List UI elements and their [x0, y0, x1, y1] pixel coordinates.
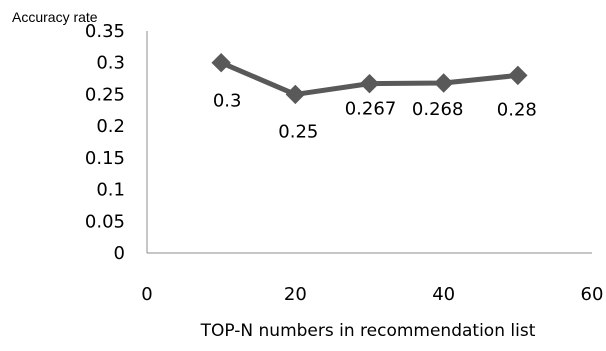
- series-accuracy: [211, 53, 528, 105]
- y-tick-label: 0.2: [96, 116, 125, 137]
- data-label: 0.28: [497, 99, 537, 120]
- data-point-marker: [211, 53, 231, 73]
- x-tick-label: 0: [141, 284, 152, 305]
- data-label: 0.268: [412, 99, 464, 120]
- data-point-marker: [359, 73, 380, 94]
- y-tick-labels: 0 0.05 0.1 0.15 0.2 0.25 0.3 0.35: [85, 21, 125, 264]
- y-tick-label: 0.35: [85, 21, 125, 42]
- y-tick-label: 0.3: [96, 53, 125, 74]
- y-tick-label: 0.15: [85, 148, 125, 169]
- y-tick-label: 0.05: [85, 211, 125, 232]
- data-point-marker: [285, 84, 306, 105]
- data-point-marker: [433, 73, 454, 93]
- data-labels: 0.3 0.25 0.267 0.268 0.28: [213, 91, 537, 143]
- x-tick-label: 40: [432, 284, 455, 305]
- y-tick-label: 0: [114, 243, 125, 264]
- y-axis-title: Accuracy rate: [12, 9, 98, 25]
- x-tick-label: 20: [284, 284, 307, 305]
- data-point-marker: [508, 65, 528, 86]
- x-axis-title: TOP-N numbers in recommendation list: [200, 321, 536, 341]
- data-label: 0.3: [213, 91, 242, 112]
- y-tick-label: 0.25: [85, 84, 125, 105]
- data-label: 0.25: [278, 121, 318, 142]
- y-tick-label: 0.1: [96, 180, 125, 201]
- x-tick-label: 60: [581, 284, 604, 305]
- data-label: 0.267: [345, 99, 397, 120]
- x-tick-labels: 0 20 40 60: [141, 284, 603, 305]
